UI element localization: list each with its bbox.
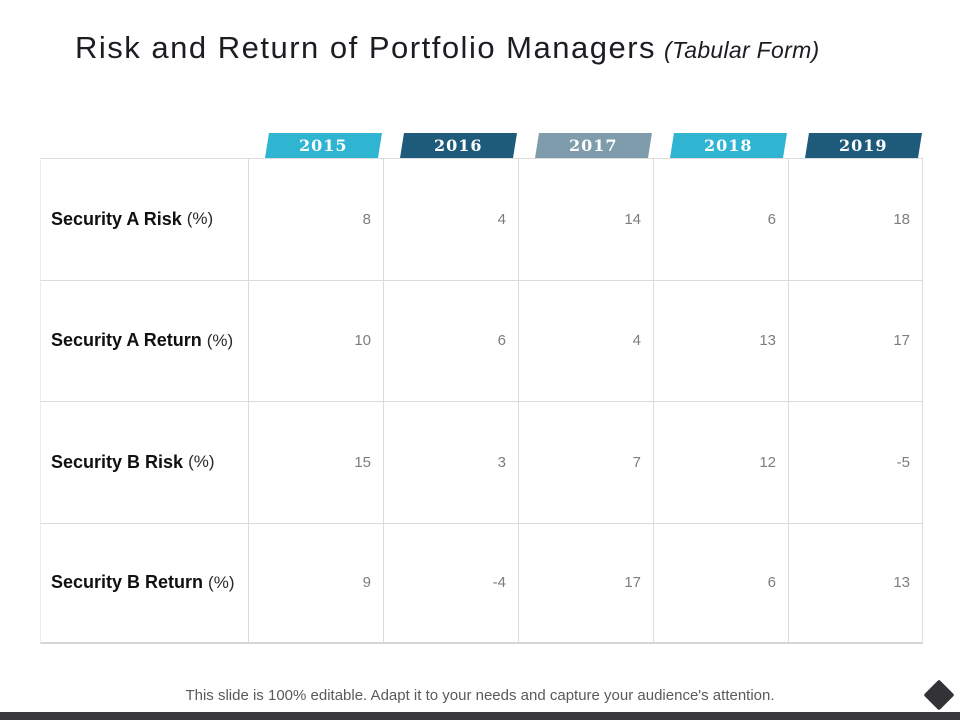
year-label: 2016	[434, 136, 483, 155]
year-label: 2015	[299, 136, 348, 155]
diamond-accent-shape	[920, 676, 958, 714]
row-label-security-b-risk: Security B Risk (%)	[40, 401, 248, 523]
value-cell: 6	[653, 158, 788, 280]
page-title: Risk and Return of Portfolio Managers (Ta…	[75, 30, 820, 66]
year-tab-2015: 2015	[265, 133, 382, 158]
row-label-text: Security A Risk	[51, 208, 182, 229]
year-tab-2016: 2016	[400, 133, 517, 158]
row-label-unit: (%)	[206, 330, 234, 350]
bottom-accent-bar	[0, 712, 960, 720]
value-cell: 13	[653, 279, 788, 401]
value-cell: 4	[383, 158, 518, 280]
year-label: 2018	[704, 136, 753, 155]
value-cell: -4	[383, 522, 518, 644]
editable-note: This slide is 100% editable. Adapt it to…	[185, 686, 775, 704]
header-cell-2015: 2015	[248, 133, 383, 158]
value-cell: 18	[788, 158, 923, 280]
header-cell-2018: 2018	[653, 133, 788, 158]
value-cell: 13	[788, 522, 923, 644]
value-cell: 7	[518, 401, 653, 523]
value-cell: 9	[248, 522, 383, 644]
year-tab-2017: 2017	[535, 133, 652, 158]
header-corner-cell	[40, 133, 248, 158]
value-cell: 6	[653, 522, 788, 644]
row-label-unit: (%)	[188, 452, 215, 472]
row-label-text: Security A Return	[51, 330, 202, 351]
row-label-text: Security B Risk	[51, 451, 184, 472]
row-label-security-a-return: Security A Return (%)	[40, 279, 248, 401]
value-cell: 10	[248, 279, 383, 401]
value-cell: 15	[248, 401, 383, 523]
header-cell-2017: 2017	[518, 133, 653, 158]
value-cell: 6	[383, 279, 518, 401]
value-cell: 17	[788, 279, 923, 401]
row-label-unit: (%)	[186, 209, 214, 229]
value-cell: 12	[653, 401, 788, 523]
value-cell: 14	[518, 158, 653, 280]
row-label-security-b-return: Security B Return (%)	[40, 522, 248, 644]
year-label: 2017	[569, 136, 618, 155]
header-cell-2019: 2019	[788, 133, 923, 158]
page-title-main: Risk and Return of Portfolio Managers	[75, 30, 657, 65]
year-tab-2018: 2018	[670, 133, 787, 158]
value-cell: 4	[518, 279, 653, 401]
value-cell: -5	[788, 401, 923, 523]
row-label-security-a-risk: Security A Risk (%)	[40, 158, 248, 280]
value-cell: 17	[518, 522, 653, 644]
row-label-unit: (%)	[208, 572, 235, 592]
header-cell-2016: 2016	[383, 133, 518, 158]
value-cell: 8	[248, 158, 383, 280]
year-label: 2019	[839, 136, 888, 155]
risk-return-table: 2015 2016 2017 2018 2019 Security A Risk…	[40, 133, 923, 644]
value-cell: 3	[383, 401, 518, 523]
page-title-suffix: (Tabular Form)	[664, 37, 820, 63]
year-tab-2019: 2019	[805, 133, 922, 158]
row-label-text: Security B Return	[51, 572, 204, 593]
